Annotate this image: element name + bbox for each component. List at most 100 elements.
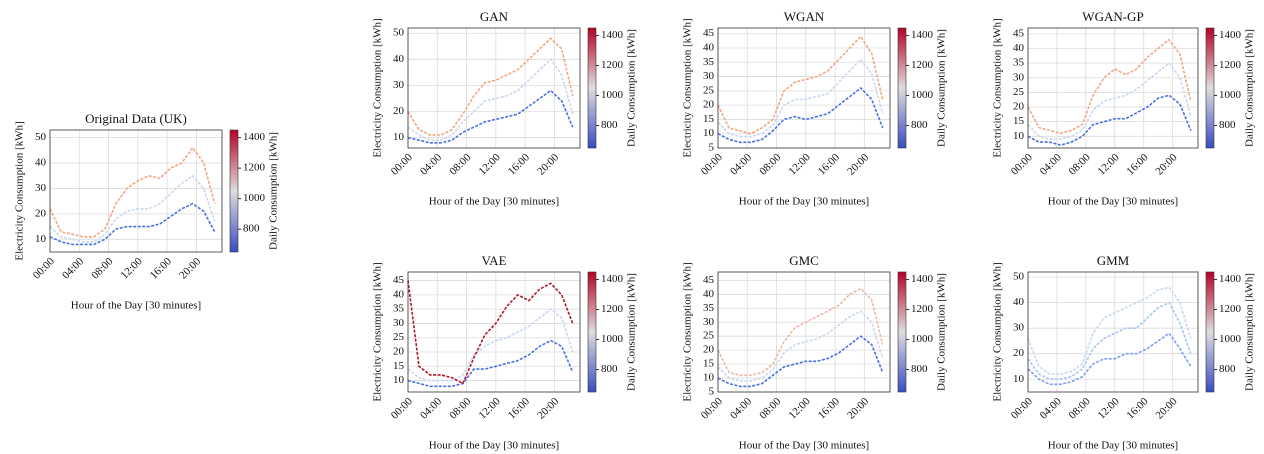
colorbar-tick-label: 800 [911, 363, 928, 375]
x-tick-label: 16:00 [506, 151, 533, 178]
colorbar-tick-label: 1000 [911, 89, 934, 101]
subplot-title: GAN [480, 9, 509, 24]
x-tick-label: 20:00 [535, 395, 562, 422]
y-tick-label: 45 [393, 274, 405, 286]
y-tick-label: 15 [703, 358, 715, 370]
colorbar-tick-label: 1200 [911, 59, 934, 71]
x-tick-label: 12:00 [1096, 151, 1123, 178]
y-tick-label: 25 [1013, 86, 1025, 98]
y-tick-label: 5 [709, 386, 715, 398]
series-line [1027, 332, 1192, 386]
series-line [407, 339, 574, 388]
x-tick-label: 08:00 [89, 255, 116, 282]
x-tick-label: 20:00 [177, 255, 204, 282]
x-tick-label: 20:00 [845, 151, 872, 178]
x-tick-label: 12:00 [477, 151, 504, 178]
x-tick-label: 08:00 [1067, 395, 1094, 422]
x-tick-label: 20:00 [1153, 395, 1180, 422]
series-line [1027, 38, 1192, 135]
y-tick-label: 30 [35, 182, 47, 194]
y-axis-label: Electricity Consumption [kWh] [14, 121, 26, 260]
x-tick-label: 04:00 [418, 395, 445, 422]
series-line [717, 310, 884, 382]
series-line [407, 58, 574, 141]
series-line [717, 86, 884, 144]
x-tick-label: 08:00 [447, 151, 474, 178]
series-line [1027, 61, 1192, 140]
x-axis-label: Hour of the Day [30 minutes] [429, 196, 559, 208]
subplot-title: WGAN-GP [1082, 9, 1143, 24]
y-tick-label: 40 [393, 53, 405, 65]
x-tick-label: 04:00 [728, 151, 755, 178]
subplot-title: VAE [481, 253, 506, 268]
y-axis-label: Electricity Consumption [kWh] [372, 18, 384, 157]
colorbar-label: Daily Consumption [kWh] [1244, 273, 1256, 391]
y-tick-label: 25 [703, 330, 715, 342]
y-tick-label: 30 [703, 316, 715, 328]
colorbar-tick-label: 1000 [911, 333, 934, 345]
plot-frame [1027, 27, 1199, 149]
x-tick-label: 08:00 [757, 151, 784, 178]
y-tick-label: 30 [393, 79, 405, 91]
y-tick-label: 40 [703, 288, 715, 300]
colorbar-tick-label: 800 [243, 223, 260, 235]
colorbar-tick-label: 1400 [601, 273, 624, 285]
series-line [49, 174, 216, 243]
colorbar-tick-label: 1400 [911, 29, 934, 41]
colorbar-tick-label: 1200 [1219, 59, 1242, 71]
x-tick-label: 00:00 [31, 255, 58, 282]
x-tick-label: 16:00 [1124, 151, 1151, 178]
y-tick-label: 35 [1013, 57, 1025, 69]
colorbar-label: Daily Consumption [kWh] [626, 273, 638, 391]
y-tick-label: 35 [703, 56, 715, 68]
colorbar [587, 271, 597, 393]
colorbar [897, 271, 907, 393]
plot-frame [717, 271, 891, 393]
colorbar-tick-label: 1000 [1219, 89, 1242, 101]
x-axis-label: Hour of the Day [30 minutes] [739, 440, 869, 452]
colorbar [229, 129, 239, 253]
y-tick-label: 40 [703, 42, 715, 54]
colorbar-tick-label: 800 [601, 363, 618, 375]
subplot-title: GMM [1097, 253, 1130, 268]
y-tick-label: 50 [35, 131, 47, 143]
x-tick-label: 16:00 [816, 151, 843, 178]
subplot-title: GMC [789, 253, 819, 268]
y-axis-label: Electricity Consumption [kWh] [992, 262, 1004, 401]
x-tick-label: 12:00 [1096, 395, 1123, 422]
series-line [407, 37, 574, 136]
colorbar-tick-label: 1400 [911, 273, 934, 285]
y-tick-label: 20 [703, 99, 715, 111]
colorbar-tick-label: 1400 [601, 29, 624, 41]
colorbar [1205, 27, 1215, 149]
y-axis-label: Electricity Consumption [kWh] [992, 18, 1004, 157]
x-tick-label: 16:00 [1124, 395, 1151, 422]
subplot: Original Data (UK) 10 20 30 40 50 00:00 04:00 08… [14, 111, 280, 312]
y-tick-label: 20 [1013, 347, 1025, 359]
plot-frame [407, 27, 581, 149]
x-tick-label: 20:00 [845, 395, 872, 422]
y-tick-label: 40 [1013, 296, 1025, 308]
subplot-title: WGAN [784, 9, 825, 24]
y-tick-label: 40 [1013, 42, 1025, 54]
y-tick-label: 10 [1013, 373, 1025, 385]
y-tick-label: 25 [393, 331, 405, 343]
series-line [407, 89, 574, 144]
x-tick-label: 12:00 [119, 255, 146, 282]
colorbar-tick-label: 1000 [601, 333, 624, 345]
colorbar-label: Daily Consumption [kWh] [936, 29, 948, 147]
y-axis-label: Electricity Consumption [kWh] [682, 262, 694, 401]
y-tick-label: 40 [35, 157, 47, 169]
colorbar [897, 27, 907, 149]
y-tick-label: 20 [393, 346, 405, 358]
subplot: GAN 10 20 30 40 50 00:00 04:00 08:00 12:00 16:00 20… [372, 9, 638, 208]
y-tick-label: 35 [703, 302, 715, 314]
colorbar-tick-label: 1200 [1219, 303, 1242, 315]
x-tick-label: 00:00 [699, 151, 726, 178]
x-tick-label: 12:00 [477, 395, 504, 422]
y-tick-label: 15 [1013, 115, 1025, 127]
x-tick-label: 04:00 [60, 255, 87, 282]
y-tick-label: 10 [703, 372, 715, 384]
y-tick-label: 15 [393, 360, 405, 372]
